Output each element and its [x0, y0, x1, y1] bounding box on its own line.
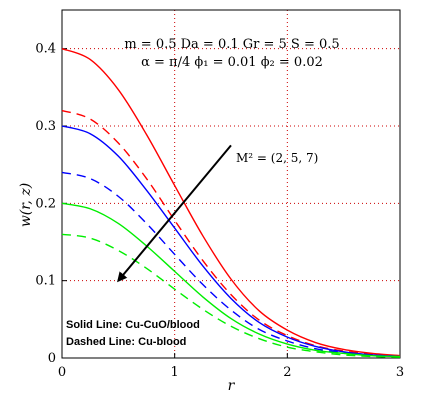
y-axis-label: w(r, z)	[18, 183, 34, 227]
solid-series-line	[61, 48, 401, 357]
axis-ticks: 0 1 2 3 0 0.1 0.2 0.3 0.4	[35, 42, 404, 380]
y-tick-label: 0.1	[35, 274, 56, 289]
solid-series-line	[61, 125, 401, 358]
y-tick-label: 0.4	[35, 42, 56, 57]
series-lines	[61, 48, 401, 358]
x-tick-label: 1	[171, 365, 179, 380]
x-tick-label: 0	[58, 365, 66, 380]
trend-arrow	[117, 144, 232, 283]
dashed-series-line	[61, 171, 401, 358]
arrow-annotation: M² = (2, 5, 7)	[236, 151, 318, 165]
y-tick-label: 0	[48, 351, 56, 366]
parameters-line-2: α = π/4 ϕ₁ = 0.01 ϕ₂ = 0.02	[141, 55, 323, 70]
dashed-series-line	[61, 233, 401, 358]
y-tick-label: 0.3	[35, 119, 56, 134]
y-tick-label: 0.2	[35, 196, 56, 211]
solid-series-line	[61, 202, 401, 358]
dashed-series-line	[61, 109, 401, 357]
legend-solid: Solid Line: Cu-CuO/blood	[66, 319, 200, 331]
parameters-line-1: m = 0.5 Da = 0.1 Gr = 5 S = 0.5	[124, 37, 339, 52]
x-axis-label: r	[228, 378, 236, 394]
plot-frame	[61, 9, 401, 359]
x-tick-label: 2	[283, 365, 291, 380]
legend-dashed: Dashed Line: Cu-blood	[66, 336, 186, 348]
x-tick-label: 3	[396, 365, 404, 380]
